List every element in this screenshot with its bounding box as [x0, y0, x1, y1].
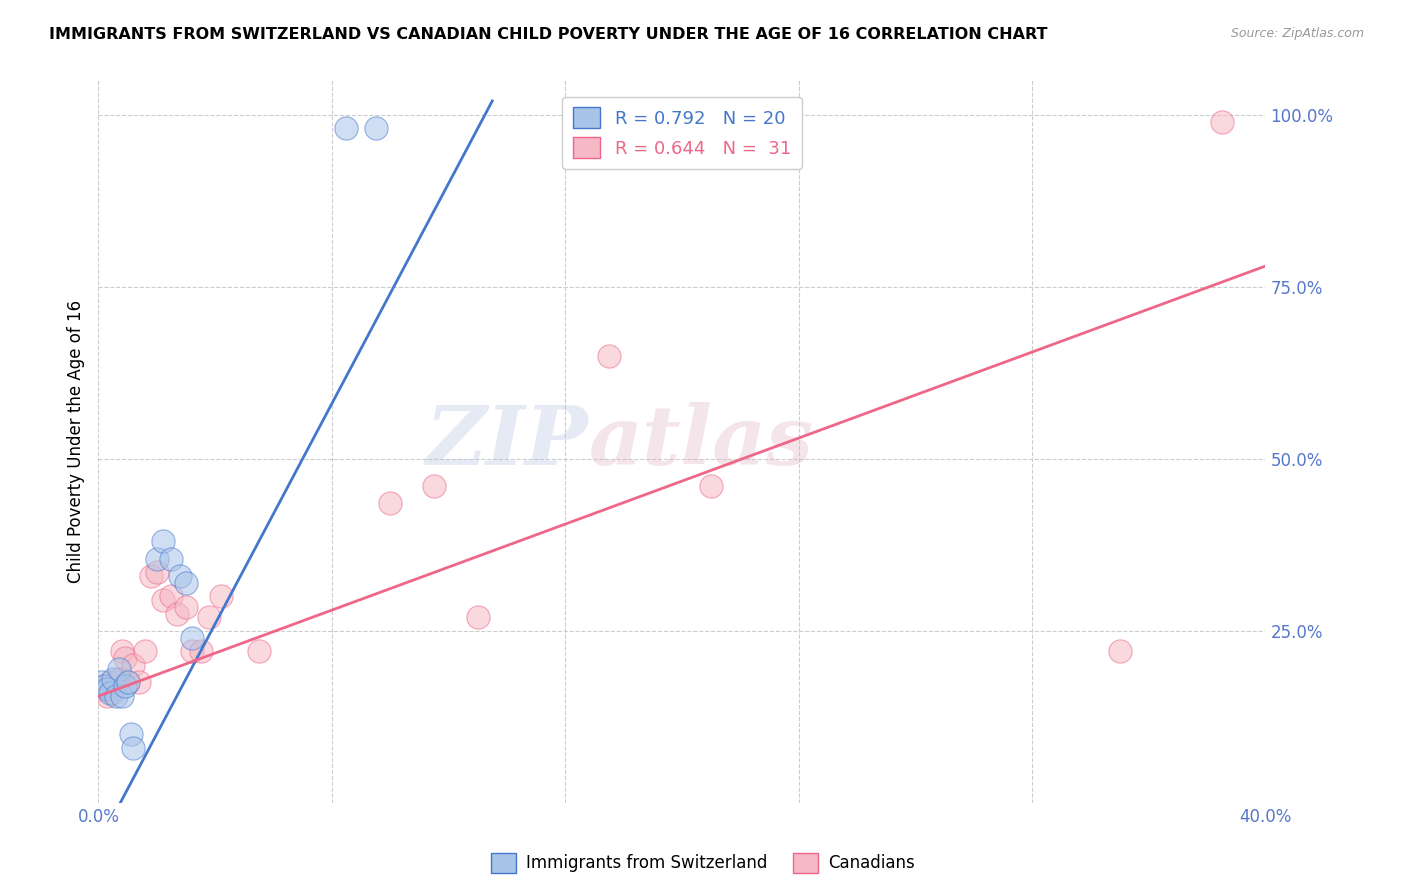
- Point: [96, 682, 118, 697]
- Point: [180, 631, 202, 645]
- Point: [108, 672, 131, 686]
- Point: [139, 568, 162, 582]
- Point: [111, 689, 134, 703]
- Legend: Immigrants from Switzerland, Canadians: Immigrants from Switzerland, Canadians: [485, 847, 921, 880]
- Point: [152, 592, 174, 607]
- Point: [120, 727, 142, 741]
- Point: [101, 672, 124, 686]
- Point: [98, 675, 121, 690]
- Point: [169, 568, 191, 582]
- Point: [90, 675, 112, 690]
- Point: [700, 479, 723, 493]
- Point: [1108, 644, 1130, 658]
- Text: IMMIGRANTS FROM SWITZERLAND VS CANADIAN CHILD POVERTY UNDER THE AGE OF 16 CORREL: IMMIGRANTS FROM SWITZERLAND VS CANADIAN …: [49, 27, 1047, 42]
- Point: [114, 679, 136, 693]
- Point: [467, 610, 489, 624]
- Point: [104, 689, 127, 703]
- Y-axis label: Child Poverty Under the Age of 16: Child Poverty Under the Age of 16: [66, 300, 84, 583]
- Point: [209, 590, 232, 604]
- Point: [117, 675, 139, 690]
- Point: [190, 644, 212, 658]
- Point: [122, 740, 145, 755]
- Point: [90, 682, 112, 697]
- Text: atlas: atlas: [589, 401, 814, 482]
- Point: [128, 675, 150, 690]
- Text: Source: ZipAtlas.com: Source: ZipAtlas.com: [1230, 27, 1364, 40]
- Point: [146, 566, 169, 580]
- Point: [93, 679, 115, 693]
- Legend: R = 0.792   N = 20, R = 0.644   N =  31: R = 0.792 N = 20, R = 0.644 N = 31: [562, 96, 801, 169]
- Point: [335, 121, 357, 136]
- Point: [104, 675, 127, 690]
- Point: [160, 551, 183, 566]
- Point: [198, 610, 221, 624]
- Point: [174, 575, 197, 590]
- Point: [423, 479, 446, 493]
- Point: [174, 599, 197, 614]
- Point: [247, 644, 270, 658]
- Point: [122, 658, 145, 673]
- Point: [598, 349, 620, 363]
- Point: [117, 675, 139, 690]
- Point: [98, 686, 121, 700]
- Point: [152, 534, 174, 549]
- Point: [114, 651, 136, 665]
- Point: [364, 121, 387, 136]
- Point: [180, 644, 202, 658]
- Point: [108, 662, 131, 676]
- Point: [93, 679, 115, 693]
- Point: [1211, 114, 1233, 128]
- Point: [146, 551, 169, 566]
- Point: [101, 686, 124, 700]
- Point: [166, 607, 188, 621]
- Point: [134, 644, 156, 658]
- Point: [111, 644, 134, 658]
- Text: ZIP: ZIP: [426, 401, 589, 482]
- Point: [160, 590, 183, 604]
- Point: [380, 496, 402, 510]
- Point: [96, 689, 118, 703]
